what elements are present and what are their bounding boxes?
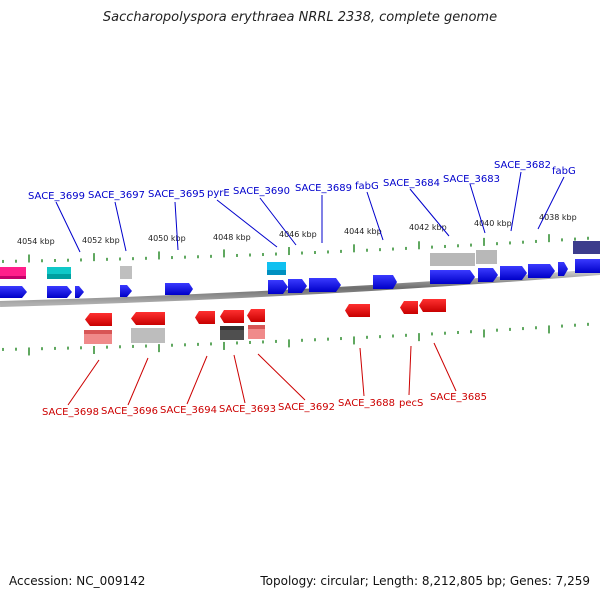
gene-arrow — [345, 304, 370, 317]
gene-arrow — [0, 286, 27, 298]
gene-arrow — [85, 313, 112, 326]
gene-arrow — [165, 283, 193, 295]
gene-label: SACE_3685 — [430, 392, 487, 403]
gene-label: pecS — [399, 398, 423, 409]
scale-label: 4048 kbp — [213, 233, 251, 242]
gene-label: pyrE — [207, 188, 230, 199]
gene-arrow — [430, 270, 475, 284]
scale-label: 4046 kbp — [279, 230, 317, 239]
scale-labels: 4054 kbp 4052 kbp 4050 kbp 4048 kbp 4046… — [17, 213, 577, 246]
gene-label: SACE_3689 — [295, 183, 352, 194]
gene-label: fabG — [355, 181, 379, 192]
genome-map: 4054 kbp 4052 kbp 4050 kbp 4048 kbp 4046… — [0, 0, 600, 600]
scale-label: 4054 kbp — [17, 237, 55, 246]
gene-arrow — [309, 278, 341, 292]
gene-arrow — [373, 275, 397, 289]
gene-arrow — [247, 309, 265, 322]
gene-label: SACE_3682 — [494, 160, 551, 171]
scale-label: 4052 kbp — [82, 236, 120, 245]
gene-label: SACE_3698 — [42, 407, 99, 418]
genome-summary: Topology: circular; Length: 8,212,805 bp… — [260, 574, 590, 588]
reverse-genes — [85, 299, 446, 326]
reverse-gene-labels: SACE_3698 SACE_3696 SACE_3694 SACE_3693 … — [42, 392, 487, 418]
scale-label: 4040 kbp — [474, 219, 512, 228]
scale-label: 4044 kbp — [344, 227, 382, 236]
gene-label: SACE_3695 — [148, 189, 205, 200]
gene-arrow — [400, 301, 418, 314]
gene-arrow — [75, 286, 84, 298]
gene-label: SACE_3692 — [278, 402, 335, 413]
feature-track-reverse — [84, 325, 265, 344]
gene-label: SACE_3699 — [28, 191, 85, 202]
scale-label: 4042 kbp — [409, 223, 447, 232]
gene-label: SACE_3693 — [219, 404, 276, 415]
scale-label: 4050 kbp — [148, 234, 186, 243]
gene-arrow — [575, 259, 600, 273]
gene-label: SACE_3683 — [443, 174, 500, 185]
gene-label: SACE_3688 — [338, 398, 395, 409]
gene-arrow — [528, 264, 555, 278]
gene-label: SACE_3684 — [383, 178, 440, 189]
gene-label: fabG — [552, 166, 576, 177]
gene-arrow — [220, 310, 244, 323]
forward-gene-labels: SACE_3699 SACE_3697 SACE_3695 pyrE SACE_… — [28, 160, 576, 202]
forward-genes — [0, 259, 600, 298]
gene-arrow — [47, 286, 72, 298]
gene-label: SACE_3697 — [88, 190, 145, 201]
gene-arrow — [120, 285, 132, 297]
gene-arrow — [419, 299, 446, 312]
gene-label: SACE_3696 — [101, 406, 158, 417]
gene-arrow — [500, 266, 527, 280]
gene-arrow — [195, 311, 215, 324]
accession-label: Accession: NC_009142 — [9, 574, 145, 588]
gene-arrow — [131, 312, 165, 325]
gene-label: SACE_3694 — [160, 405, 217, 416]
reverse-leaders — [68, 343, 456, 405]
scale-label: 4038 kbp — [539, 213, 577, 222]
gene-label: SACE_3690 — [233, 186, 290, 197]
